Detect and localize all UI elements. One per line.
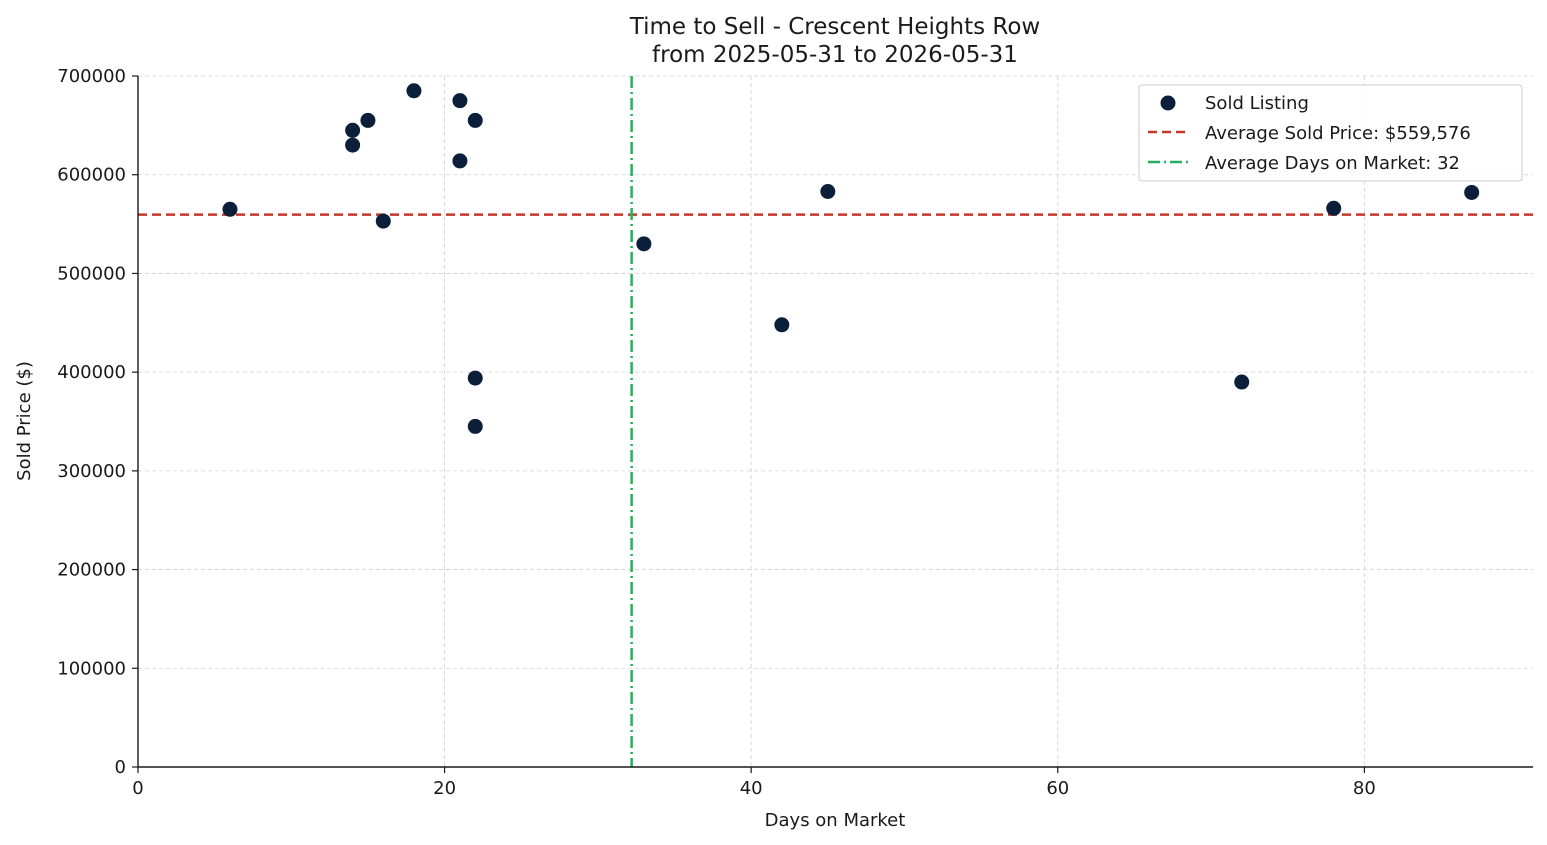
data-point (467, 370, 483, 386)
chart-subtitle: from 2025-05-31 to 2026-05-31 (652, 42, 1018, 68)
data-point (452, 153, 468, 169)
data-point (1234, 374, 1250, 390)
data-point (636, 236, 652, 252)
legend-label-average-days: Average Days on Market: 32 (1205, 153, 1460, 174)
y-axis-label: Sold Price ($) (14, 361, 35, 481)
data-point (1464, 184, 1480, 200)
data-point (345, 122, 361, 138)
data-point (345, 137, 361, 153)
x-tick-label: 40 (740, 778, 763, 799)
legend-label-average-price: Average Sold Price: $559,576 (1205, 123, 1471, 144)
data-point (820, 183, 836, 199)
x-tick-label: 0 (132, 778, 143, 799)
data-point (360, 112, 376, 128)
y-tick-label: 200000 (57, 560, 126, 581)
y-tick-label: 400000 (57, 362, 126, 383)
data-point (222, 201, 238, 217)
x-tick-label: 80 (1353, 778, 1376, 799)
data-point (467, 112, 483, 128)
y-tick-label: 600000 (57, 165, 126, 186)
y-tick-label: 500000 (57, 263, 126, 284)
legend-marker-sold-listing (1160, 95, 1176, 111)
y-tick-label: 0 (115, 757, 126, 778)
legend-box (1138, 84, 1523, 182)
x-tick-label: 20 (433, 778, 456, 799)
scatter-points (222, 83, 1480, 434)
x-axis-label: Days on Market (765, 810, 906, 831)
data-point (774, 317, 790, 333)
data-point (375, 213, 391, 229)
axes: 0 20 40 60 80 0 100000 200000 300000 400000 500000… (57, 66, 1533, 799)
legend: Sold Listing Average Sold Price: $559,57… (1138, 84, 1523, 182)
legend-label-sold-listing: Sold Listing (1205, 93, 1309, 114)
y-tick-label: 700000 (57, 66, 126, 87)
reference-lines (138, 76, 1533, 767)
data-point (452, 93, 468, 109)
y-tick-label: 300000 (57, 461, 126, 482)
chart-title: Time to Sell - Crescent Heights Row (629, 14, 1040, 40)
data-point (406, 83, 422, 99)
data-point (1326, 200, 1342, 216)
grid (138, 75, 1533, 767)
x-tick-label: 60 (1046, 778, 1069, 799)
data-point (467, 418, 483, 434)
y-tick-label: 100000 (57, 658, 126, 679)
